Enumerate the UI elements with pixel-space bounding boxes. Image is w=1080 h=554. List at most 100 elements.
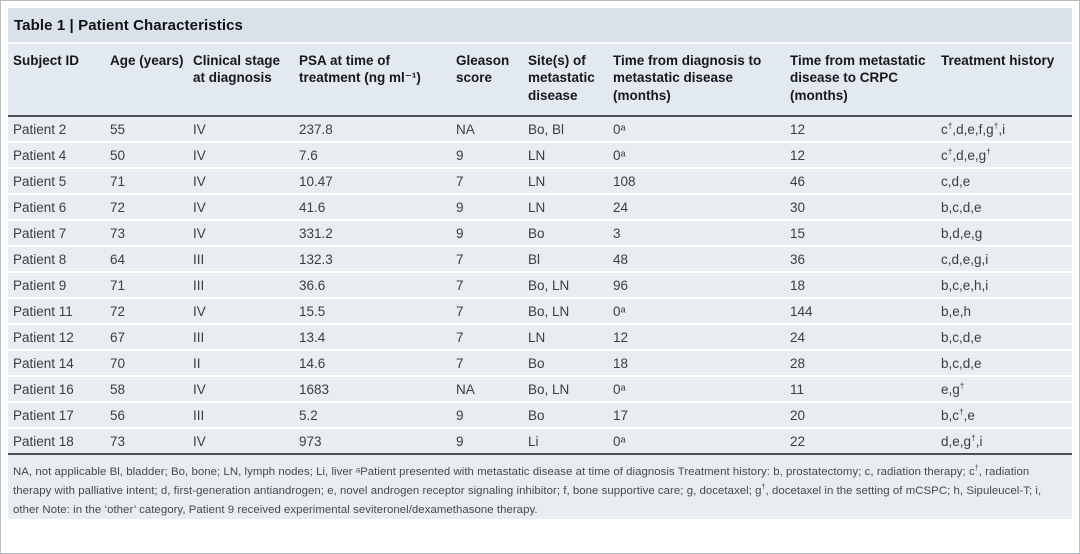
column-header-4: PSA at time of treatment (ng ml⁻¹)	[299, 44, 456, 117]
table-cell: 73	[110, 433, 126, 449]
table-cell: 14.6	[299, 355, 326, 371]
table-cell: 46	[790, 173, 806, 189]
table-cell: 58	[110, 381, 126, 397]
table-title: Table 1 | Patient Characteristics	[14, 16, 243, 34]
table-cell: 132.3	[299, 251, 333, 267]
table-cell: 9	[456, 407, 464, 423]
table-cell: 11	[790, 381, 805, 397]
table-cell: 7	[456, 251, 464, 267]
table-cell: LN	[528, 329, 546, 345]
table-cell: 20	[790, 407, 806, 423]
column-header-2: Age (years)	[110, 44, 193, 117]
table-cell: 0ᵃ	[613, 433, 626, 449]
table-cell: 7	[456, 277, 464, 293]
subject-id-cell: Patient 6	[13, 199, 67, 215]
table-cell: 72	[110, 303, 126, 319]
table-cell: Bo	[528, 225, 545, 241]
table-cell: 973	[299, 433, 322, 449]
patient-characteristics-table: Subject ID Age (years) Clinical stage at d…	[8, 44, 1072, 455]
table-cell: 24	[790, 329, 806, 345]
table-cell: b,d,e,g	[941, 225, 983, 241]
table-row: Patient 14 70 II 14.6 7 Bo 18 28 b,c,d,e	[8, 350, 1072, 376]
table-row: Patient 4 50 IV 7.6 9 LN 0ᵃ 12 c†,d,e,g†	[8, 142, 1072, 168]
table-cell: 9	[456, 225, 464, 241]
table-cell: 9	[456, 199, 464, 215]
table-cell: Bo, LN	[528, 381, 570, 397]
table-cell: III	[193, 277, 205, 293]
subject-id-cell: Patient 8	[13, 251, 67, 267]
table-cell: b,c,e,h,i	[941, 277, 989, 293]
table-cell: LN	[528, 173, 546, 189]
table-cell: c,d,e	[941, 173, 971, 189]
table-row: Patient 11 72 IV 15.5 7 Bo, LN 0ᵃ 144 b,e,h	[8, 298, 1072, 324]
subject-id-cell: Patient 5	[13, 173, 67, 189]
subject-id-cell: Patient 7	[13, 225, 67, 241]
table-cell: IV	[193, 303, 206, 319]
table-cell: 7	[456, 355, 464, 371]
table-body: Patient 2 55 IV 237.8 NA Bo, Bl 0ᵃ 12 c†,d,e,f,g…	[8, 116, 1072, 454]
table-cell: 15	[790, 225, 806, 241]
table-cell: 237.8	[299, 121, 333, 137]
table-cell: b,c†,e	[941, 406, 975, 423]
table-cell: 0ᵃ	[613, 303, 626, 319]
column-header-6: Site(s) of metastatic disease	[528, 44, 613, 117]
table-cell: c†,d,e,g†	[941, 146, 991, 163]
table-cell: 18	[613, 355, 629, 371]
table-row: Patient 6 72 IV 41.6 9 LN 24 30 b,c,d,e	[8, 194, 1072, 220]
table-cell: 71	[110, 277, 126, 293]
table-cell: b,c,d,e	[941, 355, 982, 371]
table-row: Patient 9 71 III 36.6 7 Bo, LN 96 18 b,c,e,h,i	[8, 272, 1072, 298]
table-cell: 41.6	[299, 199, 326, 215]
subject-id-cell: Patient 17	[13, 407, 74, 423]
table-cell: 7	[456, 329, 464, 345]
table-cell: 28	[790, 355, 806, 371]
table-cell: LN	[528, 147, 546, 163]
column-header-9: Treatment history	[941, 44, 1072, 117]
table-cell: 17	[613, 407, 629, 423]
table-cell: NA	[456, 381, 475, 397]
column-header-8: Time from metastatic disease to CRPC (mo…	[790, 44, 941, 117]
footnote-text: NA, not applicable Bl, bladder; Bo, bone…	[13, 465, 1042, 517]
table-cell: IV	[193, 147, 206, 163]
table-cell: NA	[456, 121, 475, 137]
column-header-7: Time from diagnosis to metastatic diseas…	[613, 44, 790, 117]
table-cell: II	[193, 355, 201, 371]
table-cell: Bo, Bl	[528, 121, 565, 137]
table-cell: 7.6	[299, 147, 318, 163]
table-cell: 18	[790, 277, 806, 293]
table-row: Patient 2 55 IV 237.8 NA Bo, Bl 0ᵃ 12 c†,d,e,f,g…	[8, 116, 1072, 142]
table-cell: IV	[193, 173, 206, 189]
table-cell: 96	[613, 277, 629, 293]
table-row: Patient 5 71 IV 10.47 7 LN 108 46 c,d,e	[8, 168, 1072, 194]
table-cell: e,g†	[941, 380, 965, 397]
table-cell: 10.47	[299, 173, 333, 189]
table-cell: 9	[456, 433, 464, 449]
table-cell: IV	[193, 381, 206, 397]
table-cell: 1683	[299, 381, 330, 397]
table-cell: 24	[613, 199, 629, 215]
table-cell: 12	[790, 121, 806, 137]
table-cell: 72	[110, 199, 126, 215]
column-header-5: Gleason score	[456, 44, 528, 117]
table-cell: c,d,e,g,i	[941, 251, 989, 267]
table-cell: LN	[528, 199, 546, 215]
table-cell: b,e,h	[941, 303, 972, 319]
table-cell: 36.6	[299, 277, 326, 293]
table-row: Patient 8 64 III 132.3 7 Bl 48 36 c,d,e,g,i	[8, 246, 1072, 272]
table-cell: 48	[613, 251, 629, 267]
table-cell: b,c,d,e	[941, 199, 982, 215]
table-header: Subject ID Age (years) Clinical stage at d…	[8, 44, 1072, 117]
table-cell: b,c,d,e	[941, 329, 982, 345]
table-cell: IV	[193, 121, 206, 137]
table-cell: 15.5	[299, 303, 326, 319]
table-cell: 12	[790, 147, 806, 163]
subject-id-cell: Patient 11	[13, 303, 73, 319]
table-cell: c†,d,e,f,g†,i	[941, 120, 1006, 137]
table-cell: Li	[528, 433, 539, 449]
table-cell: 144	[790, 303, 813, 319]
table-cell: Bo	[528, 355, 545, 371]
table-row: Patient 16 58 IV 1683 NA Bo, LN 0ᵃ 11 e,g†	[8, 376, 1072, 402]
table-cell: IV	[193, 199, 206, 215]
table-cell: 12	[613, 329, 629, 345]
table-header-row: Subject ID Age (years) Clinical stage at d…	[8, 44, 1072, 117]
